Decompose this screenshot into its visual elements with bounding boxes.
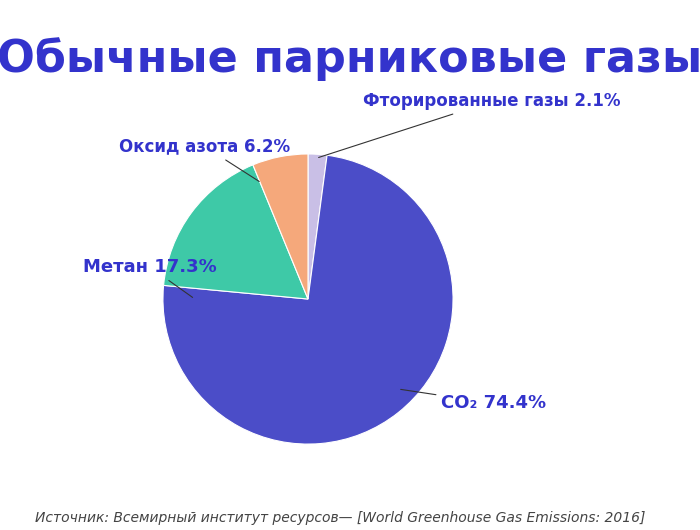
Text: Фторированные газы 2.1%: Фторированные газы 2.1% bbox=[318, 92, 621, 157]
Wedge shape bbox=[308, 154, 327, 299]
Text: Обычные парниковые газы: Обычные парниковые газы bbox=[0, 37, 700, 81]
Wedge shape bbox=[164, 165, 308, 299]
Wedge shape bbox=[253, 154, 308, 299]
Text: Метан 17.3%: Метан 17.3% bbox=[83, 258, 217, 297]
Text: CO₂ 74.4%: CO₂ 74.4% bbox=[400, 390, 547, 412]
Text: Оксид азота 6.2%: Оксид азота 6.2% bbox=[120, 138, 290, 181]
Text: Источник: Всемирный институт ресурсов— [World Greenhouse Gas Emissions: 2016]: Источник: Всемирный институт ресурсов— [… bbox=[35, 511, 645, 525]
Wedge shape bbox=[163, 155, 453, 444]
